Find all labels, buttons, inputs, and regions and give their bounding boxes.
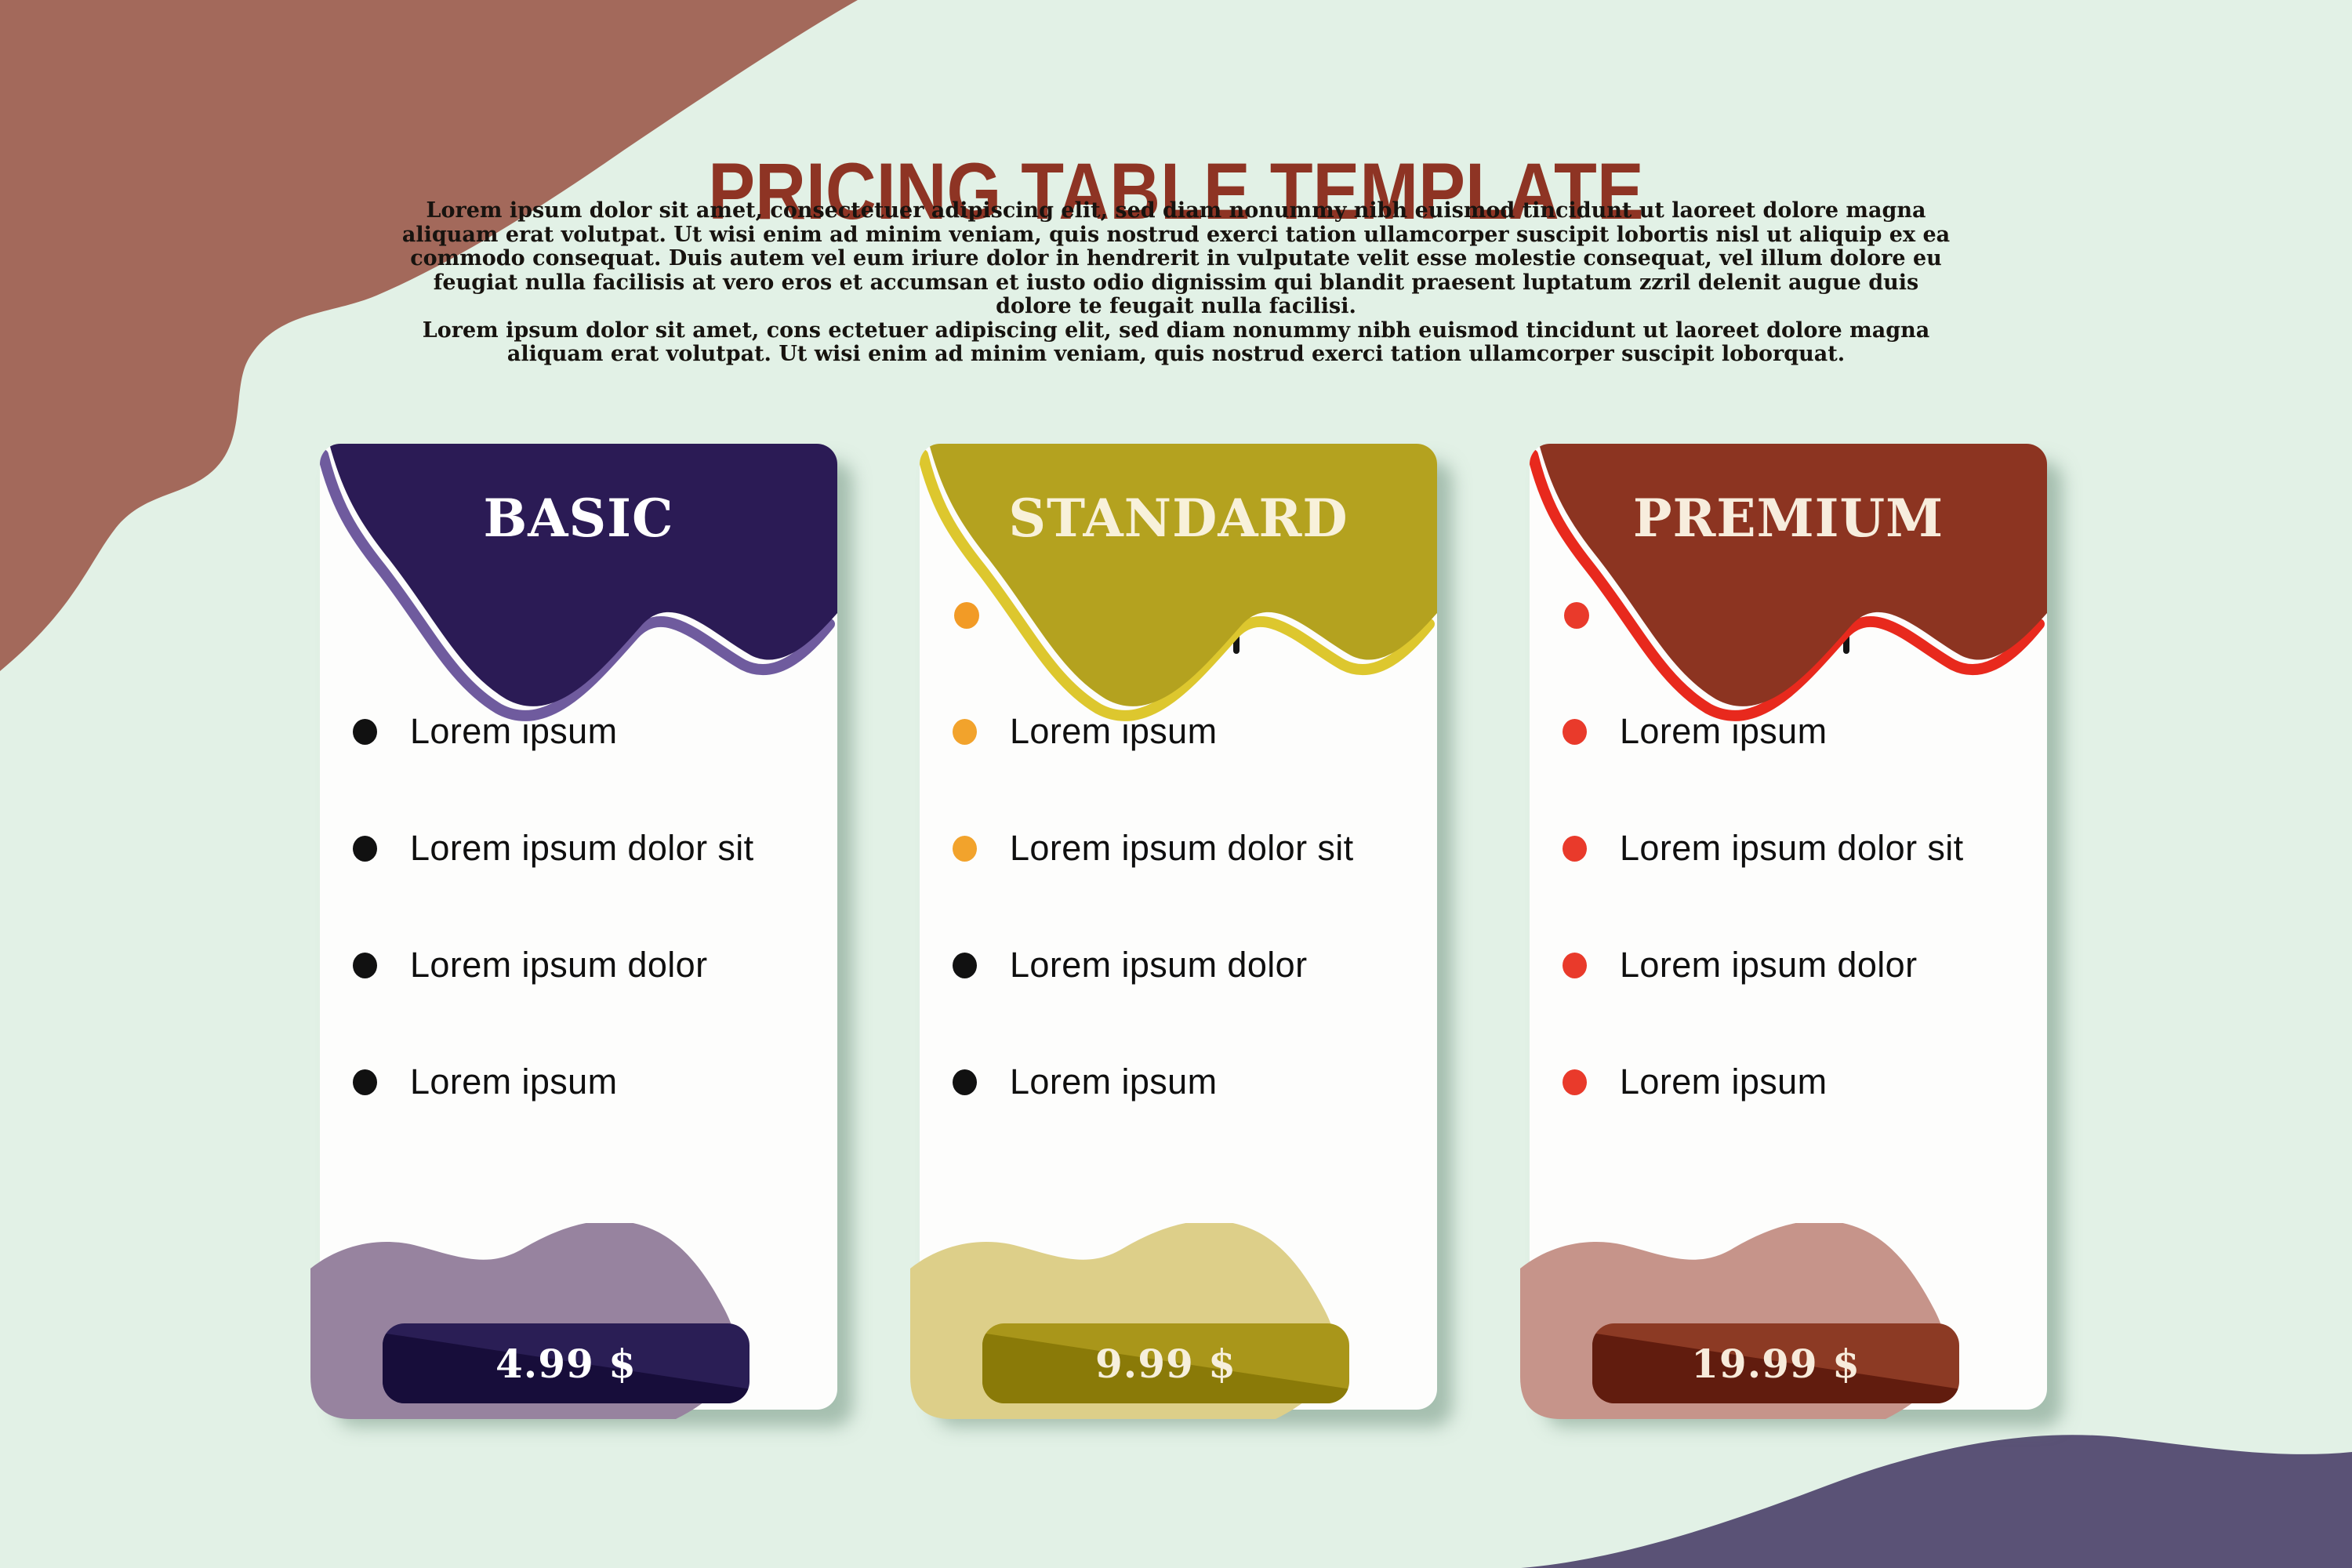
- feature-label: Lorem ipsum dolor: [1620, 945, 1918, 985]
- list-item: Lorem ipsum: [353, 710, 825, 753]
- feature-label: Lorem ipsum: [1620, 711, 1828, 751]
- bullet-icon: [953, 718, 977, 745]
- bullet-icon: [953, 835, 977, 862]
- list-item: Lorem ipsum: [953, 710, 1425, 753]
- intro-paragraph-2: Lorem ipsum dolor sit amet, cons ectetue…: [422, 318, 1930, 366]
- feature-label: Lorem ipsum dolor sit: [410, 828, 754, 868]
- price-button-standard[interactable]: 9.99 $: [982, 1323, 1349, 1403]
- basic-feature-list: Lorem ipsum Lorem ipsum dolor sit Lorem …: [320, 444, 837, 1410]
- bullet-icon: [353, 718, 377, 745]
- bullet-icon: [353, 835, 377, 862]
- bullet-icon: [953, 1069, 977, 1095]
- feature-label: Lorem ipsum: [1010, 711, 1218, 751]
- bullet-icon: [953, 952, 977, 978]
- list-item: Lorem ipsum dolor sit: [353, 827, 825, 869]
- price-label-basic: 4.99 $: [495, 1340, 637, 1387]
- list-item: Lorem ipsum dolor sit: [1563, 827, 2034, 869]
- bullet-icon: [1563, 952, 1587, 978]
- pricing-card-standard: Lorem ipsum Lorem ipsum dolor sit Lorem …: [910, 444, 1437, 1419]
- bottom-right-blob-decoration: [1521, 1435, 2352, 1568]
- price-button-basic[interactable]: 4.99 $: [383, 1323, 750, 1403]
- pricing-card-premium: Lorem ipsum Lorem ipsum dolor sit Lorem …: [1520, 444, 2047, 1419]
- list-item: Lorem ipsum dolor: [953, 944, 1425, 986]
- list-item: Lorem ipsum dolor: [1563, 944, 2034, 986]
- feature-label: Lorem ipsum dolor: [410, 945, 708, 985]
- intro-paragraph-1: Lorem ipsum dolor sit amet, consectetuer…: [401, 198, 1951, 318]
- pricing-card-basic: Lorem ipsum Lorem ipsum dolor sit Lorem …: [310, 444, 837, 1419]
- feature-label: Lorem ipsum dolor sit: [1620, 828, 1964, 868]
- intro-text: Lorem ipsum dolor sit amet, consectetuer…: [400, 198, 1952, 367]
- bullet-icon: [353, 1069, 377, 1095]
- list-item: Lorem ipsum dolor: [353, 944, 825, 986]
- feature-label: Lorem ipsum: [1010, 1062, 1218, 1102]
- price-button-premium[interactable]: 19.99 $: [1592, 1323, 1959, 1403]
- page-title: PRICING TABLE TEMPLATE: [708, 147, 1644, 237]
- list-item: Lorem ipsum: [953, 1061, 1425, 1103]
- list-item: Lorem ipsum: [353, 1061, 825, 1103]
- bullet-icon: [353, 952, 377, 978]
- bullet-icon: [1563, 718, 1587, 745]
- feature-label: Lorem ipsum: [410, 711, 618, 751]
- price-label-premium: 19.99 $: [1691, 1340, 1860, 1387]
- bottom-right-blob-shape: [1521, 1435, 2352, 1568]
- list-item: Lorem ipsum dolor sit: [953, 827, 1425, 869]
- standard-feature-list: Lorem ipsum Lorem ipsum dolor sit Lorem …: [920, 444, 1437, 1410]
- list-item: Lorem ipsum: [1563, 710, 2034, 753]
- bullet-icon: [1563, 1069, 1587, 1095]
- list-item: Lorem ipsum: [1563, 1061, 2034, 1103]
- feature-label: Lorem ipsum: [1620, 1062, 1828, 1102]
- premium-feature-list: Lorem ipsum Lorem ipsum dolor sit Lorem …: [1530, 444, 2047, 1410]
- feature-label: Lorem ipsum: [410, 1062, 618, 1102]
- feature-label: Lorem ipsum dolor: [1010, 945, 1308, 985]
- price-label-standard: 9.99 $: [1095, 1340, 1236, 1387]
- bullet-icon: [1563, 835, 1587, 862]
- feature-label: Lorem ipsum dolor sit: [1010, 828, 1354, 868]
